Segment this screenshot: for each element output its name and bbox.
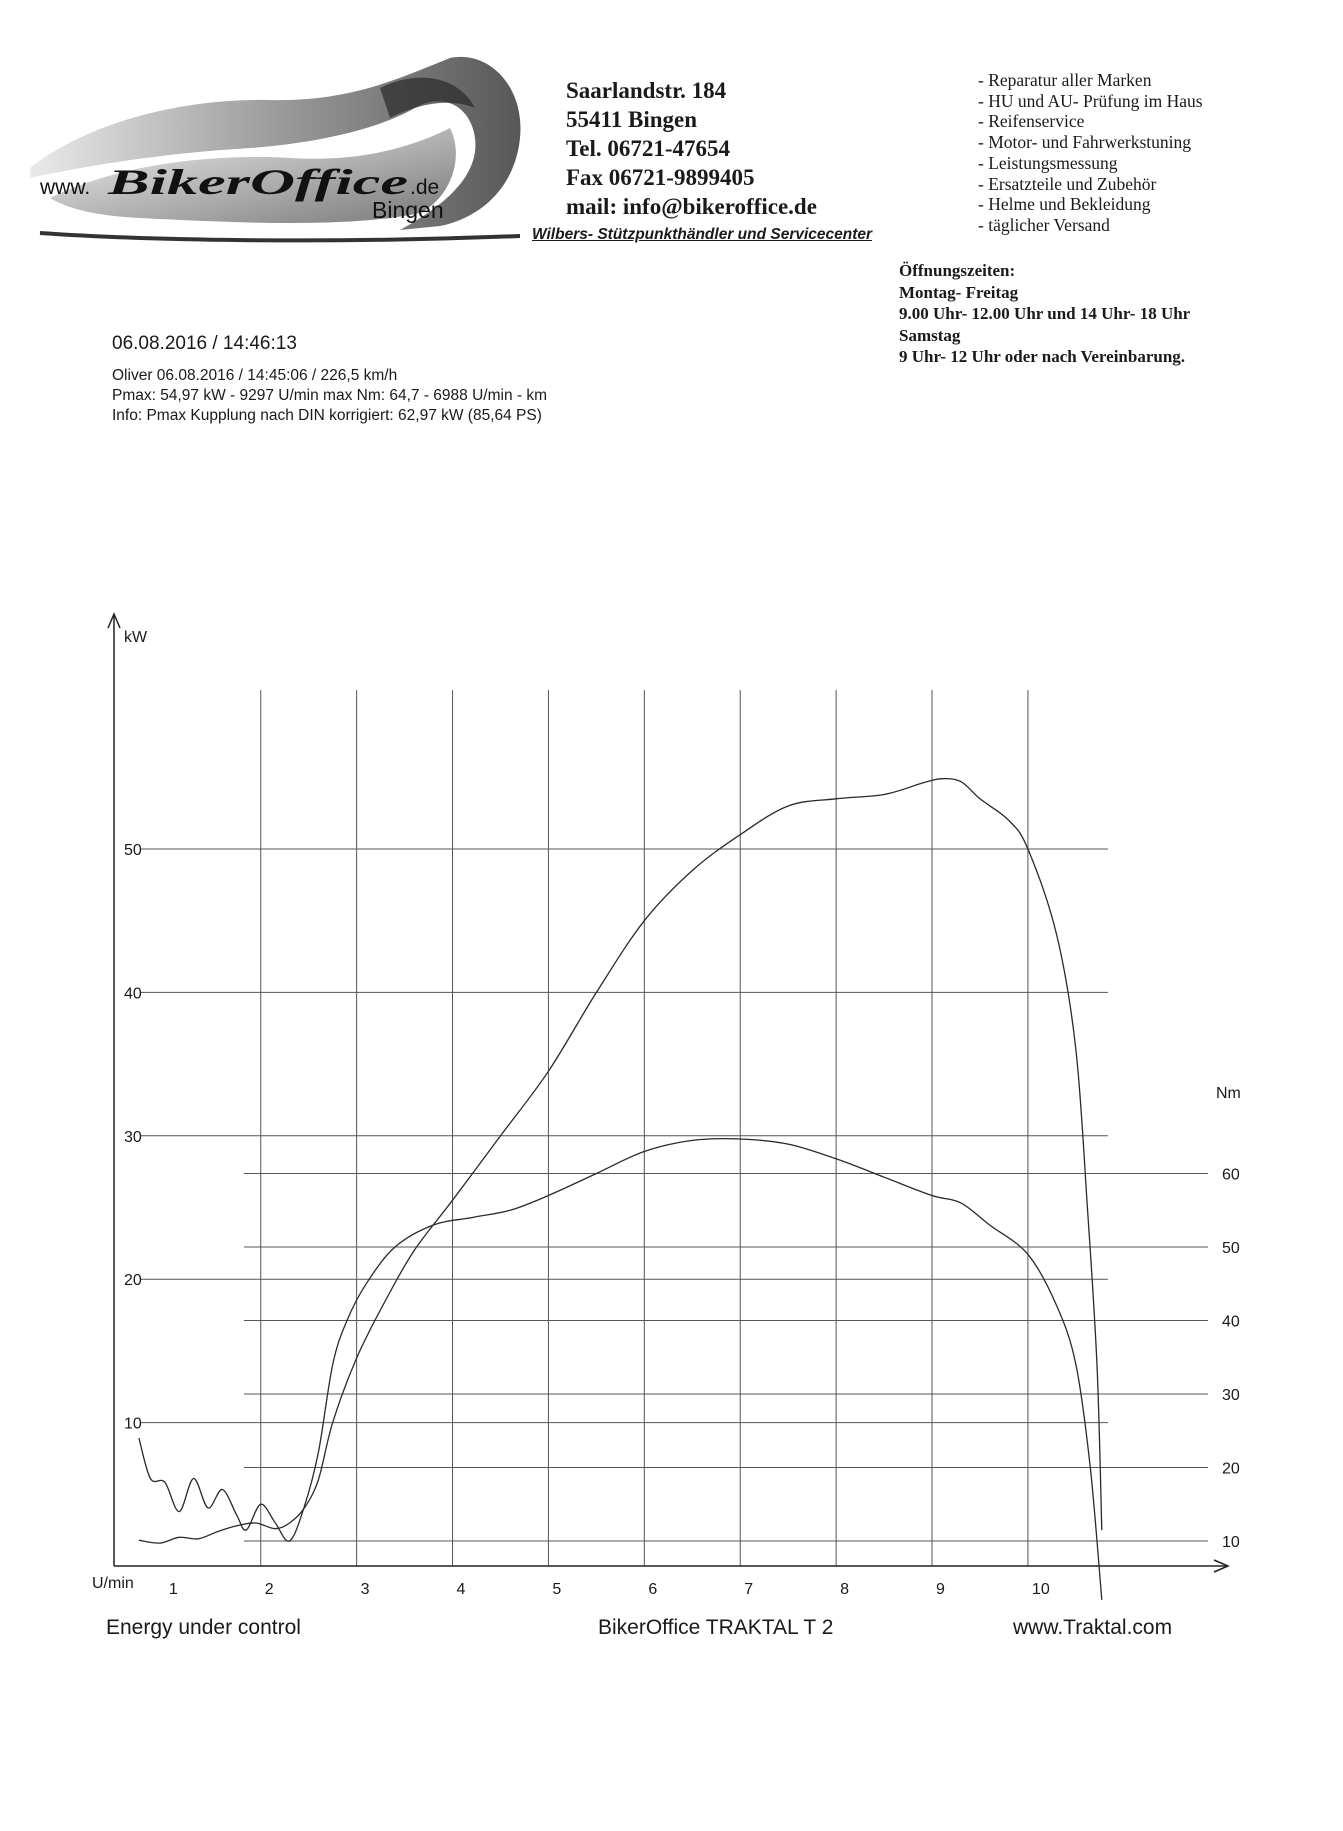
address-mail: mail: info@bikeroffice.de xyxy=(566,194,817,219)
footer-device: BikerOffice TRAKTAL T 2 xyxy=(598,1616,834,1639)
logo-www-text: www. xyxy=(39,176,90,199)
y-axis-label: kW xyxy=(124,629,148,646)
x-tick-label: 10 xyxy=(1032,1581,1050,1598)
address-street: Saarlandstr. 184 xyxy=(566,78,727,103)
hours-line: Samstag xyxy=(899,325,961,345)
logo-de-text: .de xyxy=(410,176,439,199)
x-tick-label: 3 xyxy=(361,1581,370,1598)
y-tick-label: 10 xyxy=(124,1416,142,1433)
x-tick-label: 2 xyxy=(265,1581,274,1598)
y-tick-label: 50 xyxy=(124,842,142,859)
y-tick-labels: 10 20 30 40 50 xyxy=(124,842,142,1433)
y2-tick-labels: 10 20 30 40 50 60 xyxy=(1222,1167,1240,1552)
service-item: - Helme und Bekleidung xyxy=(978,194,1151,215)
hours-line: Öffnungszeiten: xyxy=(899,261,1016,280)
footer-website: www.Traktal.com xyxy=(1013,1616,1173,1639)
address-phone: Tel. 06721-47654 xyxy=(566,136,730,161)
address-city: 55411 Bingen xyxy=(566,107,698,132)
service-item: - Reifenservice xyxy=(978,111,1085,132)
vertical-gridlines xyxy=(260,690,1029,1566)
y2-tick-label: 50 xyxy=(1222,1240,1240,1257)
run-info: Oliver 06.08.2016 / 14:45:06 / 226,5 km/… xyxy=(112,366,547,426)
footer-slogan: Energy under control xyxy=(106,1616,301,1639)
dealer-line: Wilbers- Stützpunkthändler und Servicece… xyxy=(532,226,873,243)
torque-curve-nm xyxy=(138,1137,1103,1600)
x-tick-label: 6 xyxy=(648,1581,657,1598)
y2-tick-label: 20 xyxy=(1222,1461,1240,1478)
logo-graphic: www. BikerOffice .de Bingen xyxy=(30,56,521,243)
run-info-line: Pmax: 54,97 kW - 9297 U/min max Nm: 64,7… xyxy=(112,387,547,404)
hours-line: Montag- Freitag xyxy=(899,282,1019,302)
x-tick-label: 7 xyxy=(744,1581,753,1598)
run-info-line: Oliver 06.08.2016 / 14:45:06 / 226,5 km/… xyxy=(112,367,398,384)
y-tick-label: 20 xyxy=(124,1272,142,1289)
dealer-address: Saarlandstr. 184 55411 Bingen Tel. 06721… xyxy=(566,76,817,221)
services-list: - Reparatur aller Marken - HU und AU- Pr… xyxy=(978,70,1203,236)
x-tick-label: 8 xyxy=(840,1581,849,1598)
y-tick-label: 40 xyxy=(124,985,142,1002)
x-tick-label: 1 xyxy=(169,1581,178,1598)
y2-axis-label: Nm xyxy=(1216,1085,1241,1102)
hours-line: 9 Uhr- 12 Uhr oder nach Vereinbarung. xyxy=(899,347,1186,366)
y2-tick-label: 40 xyxy=(1222,1314,1240,1331)
service-item: - Leistungsmessung xyxy=(978,152,1118,173)
opening-hours: Öffnungszeiten: Montag- Freitag 9.00 Uhr… xyxy=(899,260,1190,368)
x-tick-label: 5 xyxy=(552,1581,561,1598)
y2-tick-label: 10 xyxy=(1222,1534,1240,1551)
logo-city-text: Bingen xyxy=(372,197,444,223)
kw-gridlines xyxy=(140,848,1108,1424)
y2-tick-label: 30 xyxy=(1222,1387,1240,1404)
power-curve-kw xyxy=(138,777,1103,1544)
x-tick-labels: 1 2 3 4 5 6 7 8 9 10 xyxy=(169,1581,1050,1598)
bikeroffice-logo: www. BikerOffice .de Bingen xyxy=(20,48,535,248)
x-axis-arrow xyxy=(1213,1559,1230,1573)
x-tick-label: 9 xyxy=(936,1581,945,1598)
dyno-chart-svg: kW Nm U/min 1 2 3 4 5 6 7 8 9 10 10 20 30 40 50 10 20 3… xyxy=(92,612,1241,1600)
service-item: - täglicher Versand xyxy=(978,214,1110,235)
hours-line: 9.00 Uhr- 12.00 Uhr und 14 Uhr- 18 Uhr xyxy=(899,304,1191,323)
address-fax: Fax 06721-9899405 xyxy=(566,165,755,190)
x-axis-label: U/min xyxy=(92,1575,134,1592)
dyno-chart: kW Nm U/min 1 2 3 4 5 6 7 8 9 10 10 20 30 40 50 10 20 3… xyxy=(0,600,1343,1680)
nm-gridlines xyxy=(244,1173,1208,1542)
service-item: - Motor- und Fahrwerkstuning xyxy=(978,132,1192,153)
run-info-line: Info: Pmax Kupplung nach DIN korrigiert:… xyxy=(112,407,542,424)
service-item: - HU und AU- Prüfung im Haus xyxy=(978,90,1203,111)
service-item: - Ersatzteile und Zubehör xyxy=(978,173,1157,194)
x-tick-label: 4 xyxy=(457,1581,466,1598)
service-item: - Reparatur aller Marken xyxy=(978,70,1152,90)
y-axis-arrow xyxy=(107,612,121,629)
y-tick-label: 30 xyxy=(124,1129,142,1146)
run-timestamp: 06.08.2016 / 14:46:13 xyxy=(112,333,297,354)
y2-tick-label: 60 xyxy=(1222,1167,1240,1184)
logo-brand-text: BikerOffice xyxy=(106,162,408,202)
